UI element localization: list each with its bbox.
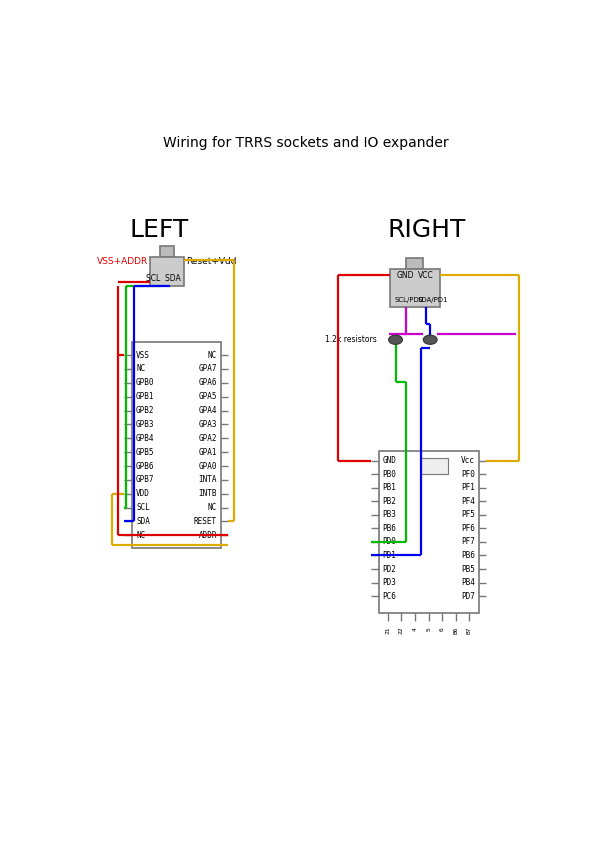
Text: PF1: PF1 [461, 483, 475, 493]
Text: GPA6: GPA6 [198, 378, 217, 387]
Text: B6: B6 [454, 627, 458, 635]
Text: PF7: PF7 [461, 537, 475, 546]
Text: Wiring for TRRS sockets and IO expander: Wiring for TRRS sockets and IO expander [163, 136, 448, 151]
Text: GPA5: GPA5 [198, 392, 217, 402]
Bar [150, 257, 184, 285]
Text: GPA2: GPA2 [198, 434, 217, 443]
Text: PB2: PB2 [383, 497, 396, 506]
Text: GPB3: GPB3 [136, 420, 154, 429]
Text: VSS: VSS [136, 350, 150, 360]
Text: SCL: SCL [136, 504, 150, 512]
Text: SDA/PD1: SDA/PD1 [418, 296, 448, 303]
Text: PD3: PD3 [383, 578, 396, 587]
Text: GPB7: GPB7 [136, 476, 154, 484]
Text: GPA0: GPA0 [198, 461, 217, 471]
Text: PF6: PF6 [461, 524, 475, 533]
Text: Reset+Vdd: Reset+Vdd [186, 257, 237, 266]
Text: GPB1: GPB1 [136, 392, 154, 402]
Text: PB6: PB6 [383, 524, 396, 533]
Text: PD0: PD0 [383, 537, 396, 546]
Text: PD2: PD2 [383, 564, 396, 573]
Text: 4: 4 [412, 627, 418, 631]
Bar [406, 258, 423, 269]
Text: B7: B7 [467, 627, 472, 635]
Text: 5: 5 [426, 627, 431, 631]
Bar [421, 457, 448, 475]
Text: 22: 22 [399, 627, 404, 635]
Text: SCL  SDA: SCL SDA [147, 274, 181, 283]
Text: 6: 6 [440, 627, 445, 631]
Text: GPA1: GPA1 [198, 448, 217, 456]
Text: Vcc: Vcc [461, 456, 475, 465]
Text: GPA3: GPA3 [198, 420, 217, 429]
Text: NC: NC [207, 350, 217, 360]
Text: PF0: PF0 [461, 470, 475, 479]
Bar [390, 269, 440, 307]
Text: PB5: PB5 [461, 564, 475, 573]
Text: GPB0: GPB0 [136, 378, 154, 387]
Text: PB6: PB6 [461, 551, 475, 560]
Text: PB3: PB3 [383, 510, 396, 520]
Text: GND: GND [383, 456, 396, 465]
Text: PB0: PB0 [383, 470, 396, 479]
Ellipse shape [423, 335, 437, 344]
Text: PC6: PC6 [383, 592, 396, 600]
Text: GPA7: GPA7 [198, 365, 217, 374]
Text: NC: NC [136, 530, 145, 540]
Text: NC: NC [136, 365, 145, 374]
Text: GPB6: GPB6 [136, 461, 154, 471]
Text: 1.2k resistors: 1.2k resistors [325, 335, 376, 344]
Text: PD1: PD1 [383, 551, 396, 560]
Text: VCC: VCC [418, 270, 434, 280]
Text: PB4: PB4 [461, 578, 475, 587]
Ellipse shape [389, 335, 402, 344]
Text: VSS+ADDR: VSS+ADDR [97, 257, 148, 266]
Text: 21: 21 [386, 627, 390, 635]
Text: GPB2: GPB2 [136, 406, 154, 415]
Text: VDD: VDD [136, 489, 150, 498]
Text: GPB4: GPB4 [136, 434, 154, 443]
Text: RIGHT: RIGHT [388, 218, 466, 242]
Text: SCL/PD0: SCL/PD0 [395, 296, 424, 303]
Text: PF5: PF5 [461, 510, 475, 520]
Text: RESET: RESET [194, 517, 217, 526]
Text: PF4: PF4 [461, 497, 475, 506]
Text: PD7: PD7 [461, 592, 475, 600]
Text: INTA: INTA [198, 476, 217, 484]
Text: GND: GND [396, 270, 414, 280]
Bar [160, 246, 174, 257]
Text: ADDR: ADDR [198, 530, 217, 540]
Text: SDA: SDA [136, 517, 150, 526]
Text: NC: NC [207, 504, 217, 512]
Text: GPA4: GPA4 [198, 406, 217, 415]
Text: PB1: PB1 [383, 483, 396, 493]
Text: LEFT: LEFT [129, 218, 189, 242]
Bar [378, 451, 479, 613]
Text: GPB5: GPB5 [136, 448, 154, 456]
Text: INTB: INTB [198, 489, 217, 498]
Bar [132, 342, 221, 548]
